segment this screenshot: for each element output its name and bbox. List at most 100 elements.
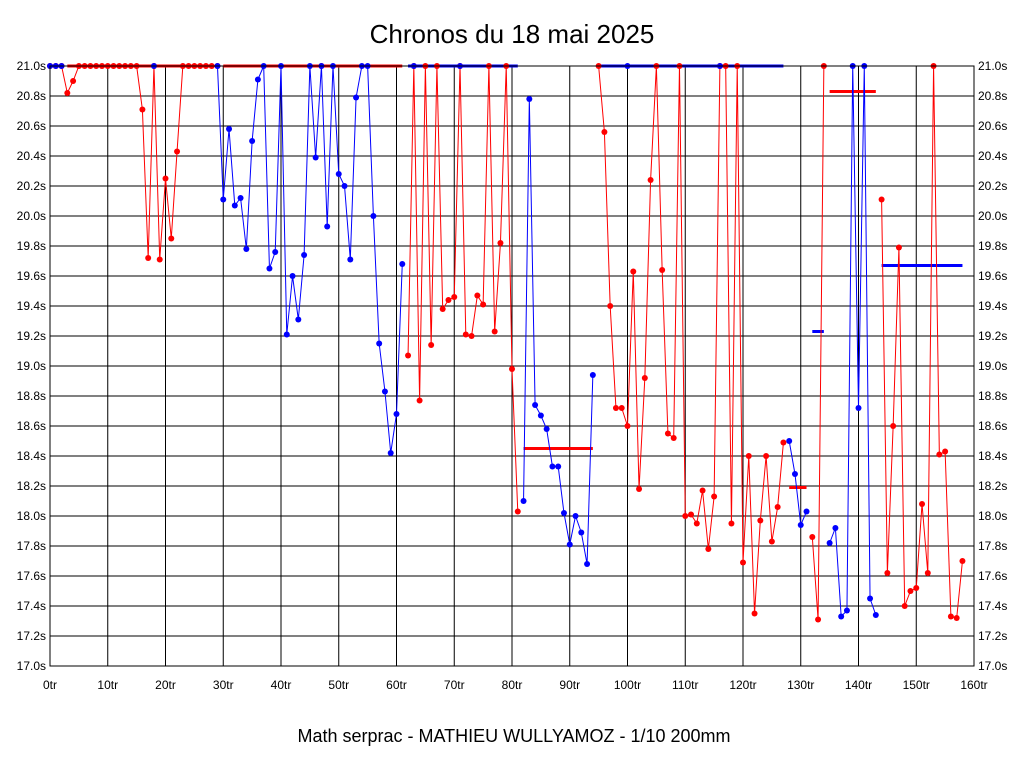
data-point: [174, 148, 181, 155]
x-tick-label: 100tr: [614, 678, 641, 692]
data-point: [699, 487, 706, 494]
data-point: [145, 255, 152, 261]
data-point: [693, 520, 700, 527]
data-point: [220, 196, 227, 203]
data-point: [156, 256, 163, 263]
y-tick-label-left: 17.2s: [17, 629, 46, 643]
y-tick-label-left: 19.8s: [17, 239, 46, 253]
y-tick-label-left: 20.8s: [17, 89, 46, 103]
y-tick-label-left: 20.6s: [17, 119, 46, 133]
data-point: [283, 331, 290, 338]
data-point: [254, 76, 261, 83]
chart-caption: Math serprac - MATHIEU WULLYAMOZ - 1/10 …: [297, 726, 730, 746]
y-tick-label-left: 17.4s: [17, 599, 46, 613]
y-tick-label-right: 19.8s: [978, 239, 1007, 253]
data-point: [381, 388, 388, 395]
x-tick-label: 130tr: [787, 678, 814, 692]
data-point: [462, 331, 469, 338]
data-point: [688, 511, 695, 518]
data-point: [832, 525, 839, 531]
y-tick-label-left: 20.0s: [17, 209, 46, 223]
data-point: [480, 301, 487, 308]
plot-frame: [49, 65, 975, 667]
data-point: [168, 235, 175, 242]
x-axis-ticks: 0tr 10tr 20tr 30tr 40tr 50tr 60tr 70tr 80tr 90tr 1…: [43, 678, 988, 692]
data-point: [439, 306, 446, 312]
data-point: [919, 501, 926, 507]
data-point: [953, 615, 960, 621]
data-point: [370, 213, 377, 219]
data-point: [907, 588, 914, 594]
x-tick-label: 10tr: [97, 678, 118, 692]
data-point: [560, 510, 567, 516]
data-point: [399, 261, 406, 267]
data-point: [428, 342, 435, 348]
data-point: [659, 267, 666, 273]
data-point: [682, 513, 689, 519]
data-point: [843, 607, 850, 614]
y-tick-label-left: 20.4s: [17, 149, 46, 163]
data-point: [520, 498, 527, 504]
data-point: [815, 616, 822, 623]
data-point: [549, 463, 556, 470]
y-tick-label-left: 18.0s: [17, 509, 46, 523]
data-point: [324, 223, 331, 230]
data-point: [711, 493, 718, 500]
x-tick-label: 30tr: [213, 678, 234, 692]
data-point: [607, 303, 614, 309]
data-point: [566, 541, 573, 548]
data-point: [301, 252, 308, 258]
data-point: [878, 196, 885, 203]
y-tick-label-right: 17.2s: [978, 629, 1007, 643]
data-point: [162, 175, 169, 182]
data-point: [624, 423, 631, 429]
data-point: [272, 249, 279, 255]
data-point: [884, 570, 891, 576]
data-point: [555, 463, 562, 470]
chart-title: Chronos du 18 mai 2025: [370, 19, 655, 49]
data-point: [289, 273, 296, 279]
data-point: [890, 423, 897, 429]
data-point: [70, 78, 77, 84]
data-point: [809, 534, 816, 540]
y-axis-ticks: 17.0s 17.0s 17.2s 17.2s 17.4s 17.4s 17.6s 17.6s…: [17, 59, 1008, 673]
data-point: [312, 154, 319, 161]
data-point: [353, 94, 360, 101]
x-tick-label: 120tr: [729, 678, 756, 692]
data-point: [641, 375, 648, 381]
data-point: [497, 240, 504, 246]
data-point: [509, 366, 515, 372]
data-point: [139, 106, 146, 113]
y-tick-label-left: 20.2s: [17, 179, 46, 193]
y-tick-label-right: 19.0s: [978, 359, 1007, 373]
data-point: [826, 540, 833, 546]
data-point: [226, 126, 233, 132]
data-point: [445, 297, 452, 303]
data-point: [451, 294, 458, 300]
y-tick-label-right: 18.4s: [978, 449, 1007, 463]
y-tick-label-left: 18.6s: [17, 419, 46, 433]
data-point: [468, 333, 475, 339]
y-tick-label-left: 19.4s: [17, 299, 46, 313]
data-point: [647, 177, 654, 183]
x-tick-label: 150tr: [903, 678, 930, 692]
data-point: [618, 405, 625, 411]
data-point: [791, 471, 798, 477]
y-tick-label-right: 18.2s: [978, 479, 1007, 493]
data-point: [763, 453, 770, 459]
data-point: [855, 405, 862, 411]
data-point: [786, 438, 793, 444]
y-tick-label-left: 17.6s: [17, 569, 46, 583]
data-point: [942, 448, 949, 455]
y-tick-label-right: 17.6s: [978, 569, 1007, 583]
data-point: [705, 546, 712, 552]
data-point: [867, 595, 874, 602]
y-tick-label-right: 20.2s: [978, 179, 1007, 193]
data-point: [572, 513, 579, 519]
data-point: [924, 570, 931, 576]
y-tick-label-left: 18.8s: [17, 389, 46, 403]
data-point: [636, 486, 643, 492]
data-point: [405, 352, 412, 359]
x-tick-label: 140tr: [845, 678, 872, 692]
y-tick-label-left: 19.6s: [17, 269, 46, 283]
